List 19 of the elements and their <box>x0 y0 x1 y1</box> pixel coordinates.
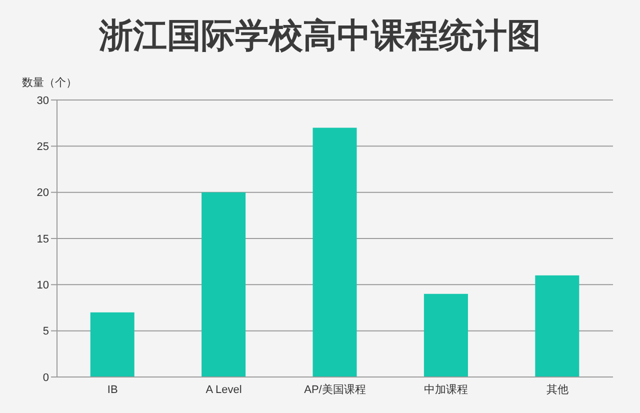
y-tick-label: 30 <box>36 94 49 107</box>
x-tick-label: AP/美国课程 <box>304 382 366 396</box>
y-tick-label: 15 <box>36 233 49 246</box>
bar <box>202 192 246 377</box>
bar <box>312 128 357 377</box>
y-tick-label: 20 <box>36 187 49 200</box>
y-tick-label: 10 <box>36 280 49 292</box>
bar <box>90 312 134 377</box>
y-tick-label: 0 <box>42 372 49 384</box>
chart-title: 浙江国际学校高中课程统计图 <box>98 16 542 57</box>
x-tick-label: 中加课程 <box>424 382 468 396</box>
y-tick-label: 25 <box>36 141 49 154</box>
x-tick-label: 其他 <box>546 382 568 396</box>
x-tick-label: A Level <box>206 384 242 396</box>
y-axis-title: 数量（个） <box>22 76 77 90</box>
bar <box>424 294 468 377</box>
bar <box>535 275 580 377</box>
y-tick-label: 5 <box>42 326 49 338</box>
x-tick-label: IB <box>107 384 118 396</box>
